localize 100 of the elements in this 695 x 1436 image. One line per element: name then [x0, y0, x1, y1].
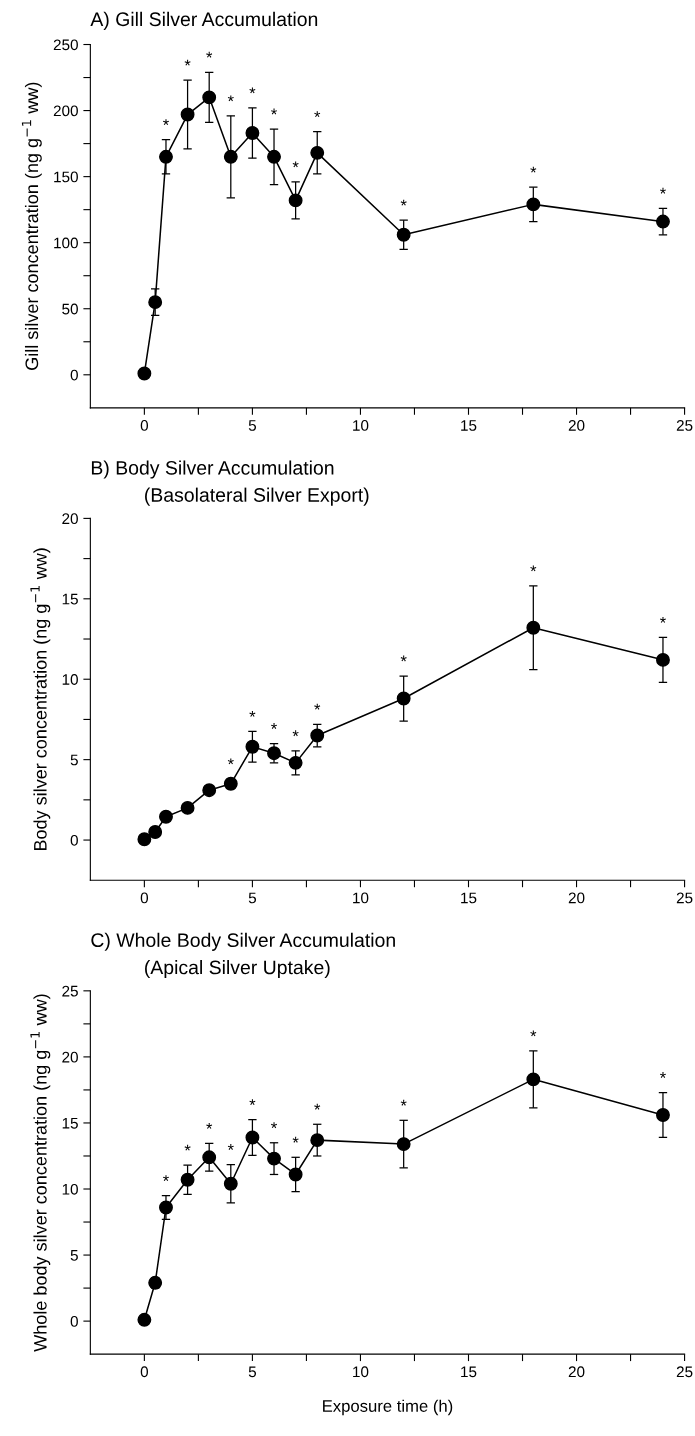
point	[223, 149, 238, 164]
x-tick-label: 5	[248, 1366, 257, 1378]
point	[656, 652, 670, 667]
x-axis-title: Exposure time (h)	[323, 1399, 453, 1416]
y-tick-label: 250	[53, 39, 78, 51]
annotation: *	[659, 187, 666, 194]
y-tick-label: 15	[62, 593, 78, 605]
point	[137, 832, 152, 847]
point	[656, 1108, 670, 1122]
chart-subtitle: (Basolateral Silver Export)	[145, 487, 369, 506]
point	[310, 145, 325, 160]
annotation: *	[530, 1030, 537, 1037]
point	[267, 746, 281, 761]
point	[288, 193, 303, 208]
point	[223, 1176, 238, 1191]
point	[159, 809, 173, 824]
annotation: *	[227, 95, 234, 102]
point	[159, 1200, 173, 1215]
point	[245, 126, 260, 140]
x-tick-label: 25	[676, 1366, 693, 1378]
point	[148, 295, 163, 310]
y-tick-label: 20	[62, 1051, 78, 1063]
point	[526, 197, 541, 212]
x-tick-label: 5	[248, 892, 257, 904]
point	[267, 1151, 281, 1166]
point	[396, 691, 411, 706]
y-tick-label: 10	[62, 1183, 78, 1195]
annotation: *	[400, 199, 407, 206]
y-tick-label: 20	[62, 513, 78, 525]
point	[245, 739, 260, 754]
point	[148, 825, 163, 839]
y-tick-label: 0	[70, 834, 78, 846]
y-tick-label: 100	[54, 237, 78, 249]
point	[310, 728, 325, 743]
point	[526, 620, 541, 635]
annotation: *	[314, 703, 321, 710]
annotation: *	[659, 616, 666, 623]
annotation: *	[227, 1144, 234, 1150]
chart-subtitle: (Apical Silver Uptake)	[145, 960, 330, 979]
y-tick-label: 10	[62, 674, 78, 685]
point	[396, 1137, 411, 1152]
y-tick-label: 15	[62, 1117, 78, 1129]
point	[526, 1072, 541, 1087]
x-tick-label: 20	[568, 892, 585, 904]
annotation: *	[163, 119, 169, 126]
point	[656, 214, 670, 229]
x-tick-label: 0	[140, 1366, 149, 1378]
y-axis-title: Gill silver concentration (ng g$^{−1}$ ww)	[21, 82, 42, 370]
x-tick-label: 25	[676, 420, 693, 431]
chart-title: B) Body Silver Accumulation	[91, 460, 334, 479]
annotation: *	[249, 87, 256, 94]
x-tick-label: 10	[353, 1366, 369, 1378]
chart-title: C) Whole Body Silver Accumulation	[91, 932, 395, 951]
x-tick-label: 15	[461, 892, 477, 904]
x-tick-label: 5	[248, 420, 257, 431]
x-tick-label: 0	[140, 892, 149, 904]
y-tick-label: 0	[70, 1315, 78, 1327]
point	[288, 755, 303, 770]
annotation: *	[249, 711, 256, 717]
annotation: *	[184, 1144, 191, 1151]
x-tick-label: 20	[568, 1366, 585, 1378]
annotation: *	[271, 723, 277, 729]
point	[288, 1167, 303, 1182]
point	[267, 149, 281, 164]
annotation: *	[292, 1136, 299, 1143]
point	[310, 1133, 325, 1148]
annotation: *	[163, 1175, 169, 1181]
annotation: *	[206, 51, 213, 58]
point	[396, 227, 411, 242]
annotation: *	[271, 1122, 277, 1129]
point	[245, 1130, 260, 1145]
annotation: *	[659, 1072, 666, 1078]
x-tick-label: 15	[461, 1366, 477, 1378]
point	[137, 366, 152, 381]
y-tick-label: 150	[54, 171, 78, 183]
annotation: *	[400, 655, 407, 662]
y-tick-label: 50	[62, 303, 78, 315]
y-tick-label: 25	[62, 985, 78, 997]
annotation: *	[184, 59, 191, 66]
point	[202, 783, 217, 798]
y-tick-label: 0	[70, 369, 78, 381]
annotation: *	[530, 565, 537, 572]
annotation: *	[314, 111, 321, 118]
point	[180, 800, 195, 815]
annotation: *	[249, 1099, 256, 1106]
point	[180, 107, 195, 122]
annotation: *	[400, 1099, 407, 1106]
y-tick-label: 200	[53, 105, 78, 117]
annotation: *	[292, 161, 299, 168]
annotation: *	[292, 730, 299, 737]
point	[202, 90, 217, 105]
x-tick-label: 15	[461, 420, 477, 431]
x-tick-label: 20	[568, 420, 585, 431]
y-tick-label: 5	[70, 1250, 78, 1261]
annotation: *	[271, 108, 277, 115]
annotation: *	[530, 166, 537, 173]
x-tick-label: 10	[353, 892, 369, 904]
y-axis-title: Whole body silver concentration (ng g$^{−1}$ ww)	[30, 994, 51, 1352]
chart-title: A) Gill Silver Accumulation	[90, 11, 318, 30]
point	[159, 149, 173, 164]
